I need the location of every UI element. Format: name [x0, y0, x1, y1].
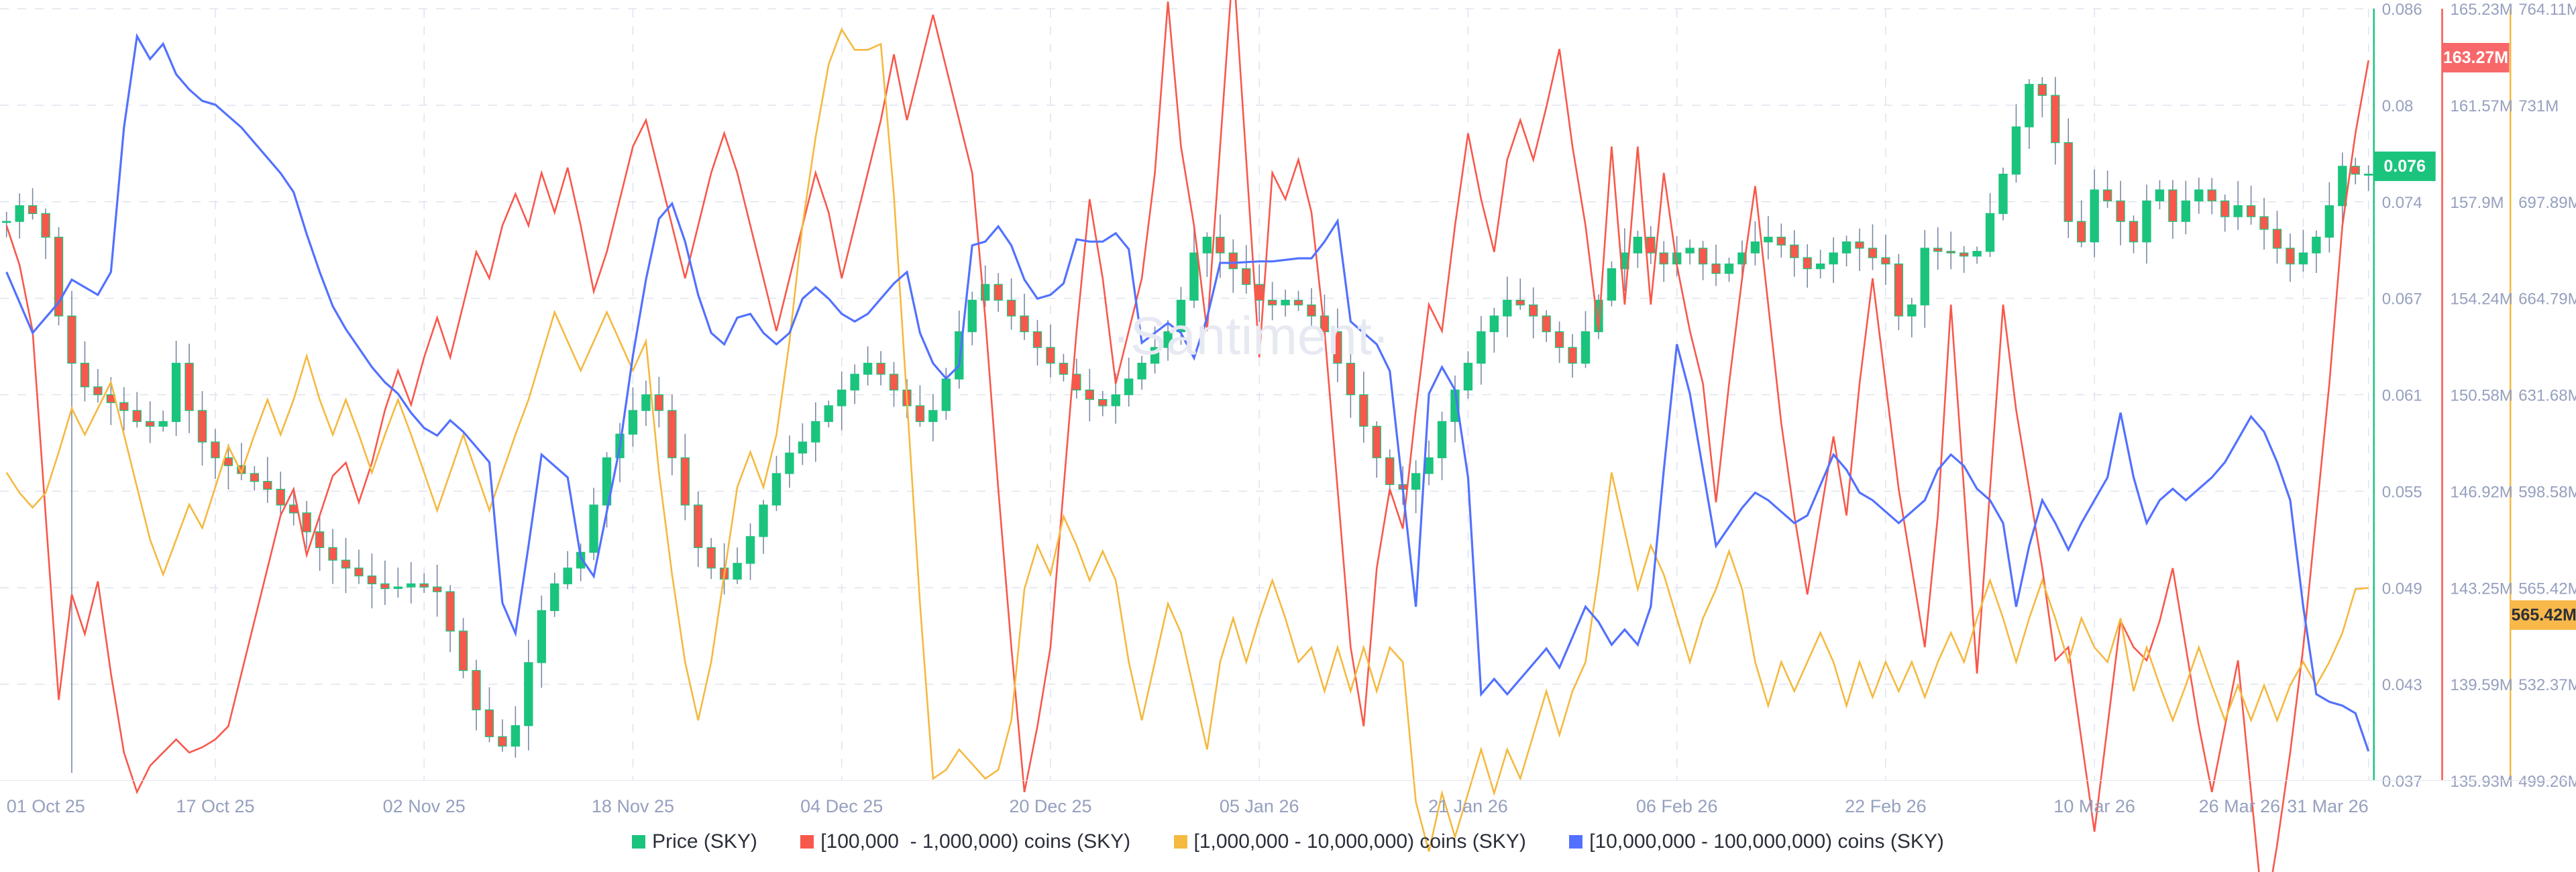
- svg-text:17 Oct 25: 17 Oct 25: [176, 796, 254, 816]
- svg-text:731M: 731M: [2518, 97, 2559, 115]
- svg-text:02 Nov 25: 02 Nov 25: [383, 796, 466, 816]
- svg-text:565.42M: 565.42M: [2518, 580, 2576, 598]
- svg-text:10 Mar 26: 10 Mar 26: [2053, 796, 2135, 816]
- svg-text:598.58M: 598.58M: [2518, 483, 2576, 501]
- svg-text:0.037: 0.037: [2382, 773, 2422, 791]
- svg-text:161.57M: 161.57M: [2451, 97, 2513, 115]
- svg-text:146.92M: 146.92M: [2451, 483, 2513, 501]
- svg-text:0.043: 0.043: [2382, 676, 2422, 694]
- svg-text:139.59M: 139.59M: [2451, 676, 2513, 694]
- svg-text:0.086: 0.086: [2382, 1, 2422, 19]
- svg-text:154.24M: 154.24M: [2451, 290, 2513, 309]
- svg-text:0.055: 0.055: [2382, 483, 2422, 501]
- svg-text:31 Mar 26: 31 Mar 26: [2287, 796, 2369, 816]
- svg-text:143.25M: 143.25M: [2451, 580, 2513, 598]
- svg-text:165.23M: 165.23M: [2451, 1, 2513, 19]
- svg-text:135.93M: 135.93M: [2451, 773, 2513, 791]
- svg-text:04 Dec 25: 04 Dec 25: [800, 796, 883, 816]
- svg-text:697.89M: 697.89M: [2518, 194, 2576, 212]
- svg-text:01 Oct 25: 01 Oct 25: [7, 796, 85, 816]
- svg-text:26 Mar 26: 26 Mar 26: [2199, 796, 2281, 816]
- svg-text:0.049: 0.049: [2382, 580, 2422, 598]
- svg-text:0.061: 0.061: [2382, 387, 2422, 405]
- svg-text:664.79M: 664.79M: [2518, 290, 2576, 309]
- svg-text:764.11M: 764.11M: [2518, 1, 2576, 19]
- svg-text:22 Feb 26: 22 Feb 26: [1845, 796, 1927, 816]
- svg-text:21 Jan 26: 21 Jan 26: [1428, 796, 1508, 816]
- svg-text:06 Feb 26: 06 Feb 26: [1636, 796, 1718, 816]
- svg-text:565.42M: 565.42M: [2512, 606, 2576, 624]
- svg-text:0.08: 0.08: [2382, 97, 2414, 115]
- svg-text:18 Nov 25: 18 Nov 25: [592, 796, 674, 816]
- svg-text:20 Dec 25: 20 Dec 25: [1009, 796, 1091, 816]
- svg-text:157.9M: 157.9M: [2451, 194, 2504, 212]
- svg-text:631.68M: 631.68M: [2518, 387, 2576, 405]
- svg-text:0.076: 0.076: [2383, 157, 2426, 176]
- svg-text:05 Jan 26: 05 Jan 26: [1220, 796, 1299, 816]
- svg-text:0.074: 0.074: [2382, 194, 2422, 212]
- svg-text:163.27M: 163.27M: [2443, 48, 2508, 67]
- svg-text:0.067: 0.067: [2382, 290, 2422, 309]
- svg-text:532.37M: 532.37M: [2518, 676, 2576, 694]
- svg-text:150.58M: 150.58M: [2451, 387, 2513, 405]
- svg-text:499.26M: 499.26M: [2518, 773, 2576, 791]
